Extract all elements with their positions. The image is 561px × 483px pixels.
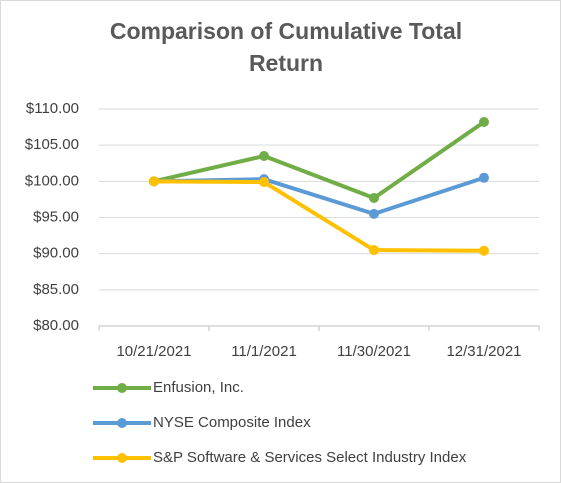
data-point xyxy=(149,176,159,187)
y-tick-label: $85.00 xyxy=(33,281,79,298)
data-point xyxy=(479,172,489,183)
x-tick-label: 11/30/2021 xyxy=(337,343,411,360)
data-point xyxy=(369,208,379,219)
data-point xyxy=(479,117,489,128)
data-point xyxy=(479,245,489,256)
legend-marker xyxy=(117,418,127,428)
series-line xyxy=(153,179,485,253)
series-line xyxy=(153,120,486,200)
legend-marker xyxy=(117,383,127,393)
legend-label: S&P Software & Services Select Industry … xyxy=(153,449,467,466)
legend-label: NYSE Composite Index xyxy=(153,414,311,431)
y-tick-label: $105.00 xyxy=(25,136,79,153)
x-tick-label: 10/21/2021 xyxy=(116,343,191,360)
x-tick-label: 11/1/2021 xyxy=(231,343,297,360)
data-point xyxy=(369,192,379,203)
legend-marker xyxy=(117,453,127,463)
legend-label: Enfusion, Inc. xyxy=(153,379,244,396)
data-point xyxy=(259,151,269,162)
y-tick-label: $90.00 xyxy=(33,245,79,262)
chart-title: Comparison of Cumulative Total Return xyxy=(109,18,463,76)
x-tick-label: 12/31/2021 xyxy=(446,343,521,360)
y-tick-label: $95.00 xyxy=(33,208,79,225)
y-tick-label: $110.00 xyxy=(26,100,79,117)
y-tick-label: $100.00 xyxy=(25,172,79,189)
data-point xyxy=(259,177,269,188)
y-tick-label: $80.00 xyxy=(33,317,79,334)
data-point xyxy=(369,245,379,256)
